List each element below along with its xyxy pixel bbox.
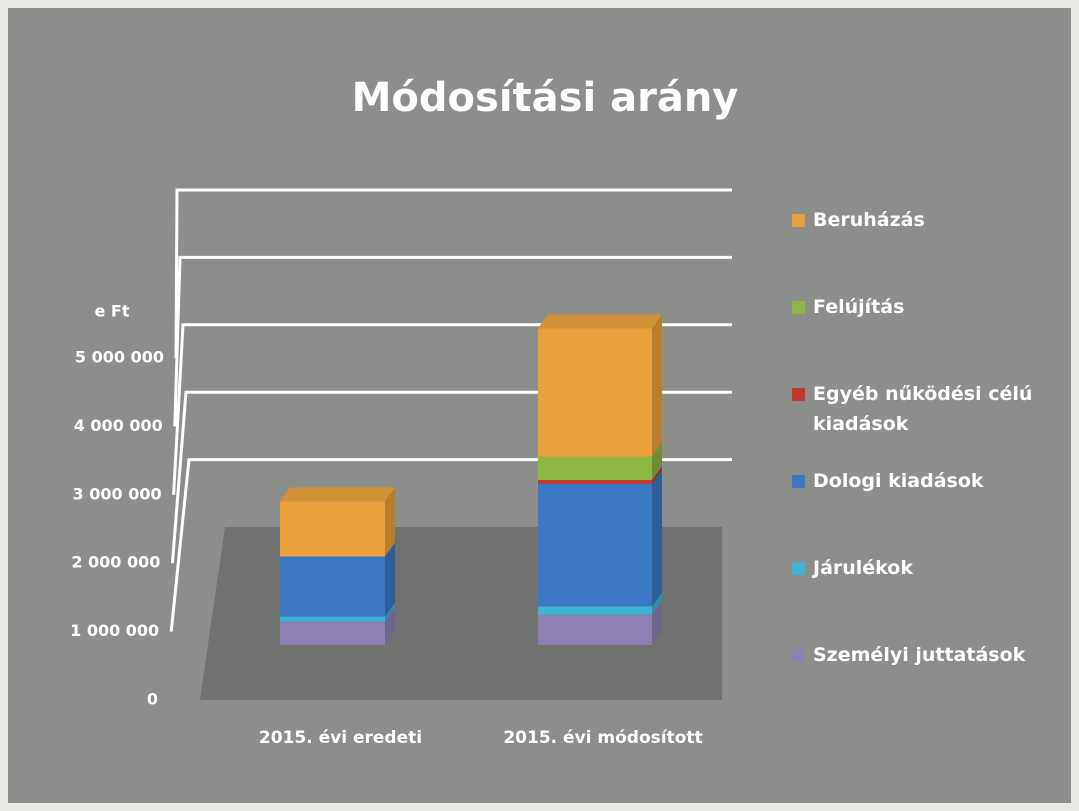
- grid-line: [173, 255, 732, 427]
- bar-segment: [280, 501, 385, 557]
- legend-swatch: [792, 301, 805, 314]
- y-tick-label: 5 000 000: [75, 348, 164, 367]
- legend-label: Járulékok: [813, 557, 914, 579]
- bar-side: [652, 314, 662, 457]
- bar-side: [652, 466, 662, 484]
- y-tick-label: 3 000 000: [73, 484, 162, 503]
- bar-side: [385, 542, 395, 617]
- legend-swatch: [792, 649, 805, 662]
- bar-top: [280, 487, 395, 502]
- chart-title: Módosítási arány: [352, 75, 739, 121]
- bar-segment: [538, 480, 652, 484]
- bar-side: [652, 600, 662, 645]
- legend-item: Dologi kiadások: [792, 466, 1072, 496]
- bar-side: [652, 592, 662, 615]
- legend-swatch: [792, 214, 805, 227]
- legend-item: Személyi juttatások: [792, 640, 1072, 670]
- y-tick-label: 0: [147, 690, 158, 709]
- bar-side: [385, 487, 395, 557]
- bar-side: [385, 607, 395, 645]
- bar-segment: [538, 483, 652, 607]
- legend-label: Egyéb nűködési célú kiadások: [813, 383, 1033, 435]
- y-tick-label: 4 000 000: [74, 416, 163, 435]
- legend-swatch: [792, 475, 805, 488]
- y-tick-label: 1 000 000: [70, 621, 159, 640]
- x-tick-label: 2015. évi eredeti: [259, 728, 422, 748]
- legend-swatch: [792, 388, 805, 401]
- bar-segment: [280, 556, 385, 617]
- bar-segment: [538, 606, 652, 615]
- legend-item: Beruházás: [792, 205, 1072, 235]
- bar-segment: [538, 328, 652, 457]
- legend-item: Járulékok: [792, 553, 1072, 583]
- bar-side: [652, 469, 662, 607]
- y-tick-label: 2 000 000: [71, 553, 160, 572]
- bar-segment: [538, 614, 652, 645]
- legend-label: Dologi kiadások: [813, 470, 984, 492]
- legend-item: Egyéb nűködési célú kiadások: [792, 379, 1072, 439]
- legend-swatch: [792, 562, 805, 575]
- bar-side: [652, 442, 662, 481]
- legend-label: Beruházás: [813, 209, 925, 231]
- grid-line: [174, 188, 732, 359]
- bar-side: [385, 602, 395, 622]
- legend-label: Személyi juttatások: [813, 644, 1026, 666]
- y-axis-label: e Ft: [95, 302, 130, 321]
- legend-item: Felújítás: [792, 292, 1072, 322]
- bar-top: [538, 314, 662, 329]
- legend-label: Felújítás: [813, 296, 905, 318]
- x-tick-label: 2015. évi módosított: [503, 728, 702, 748]
- bar-segment: [538, 456, 652, 481]
- bar-segment: [280, 621, 385, 645]
- bar-segment: [280, 616, 385, 622]
